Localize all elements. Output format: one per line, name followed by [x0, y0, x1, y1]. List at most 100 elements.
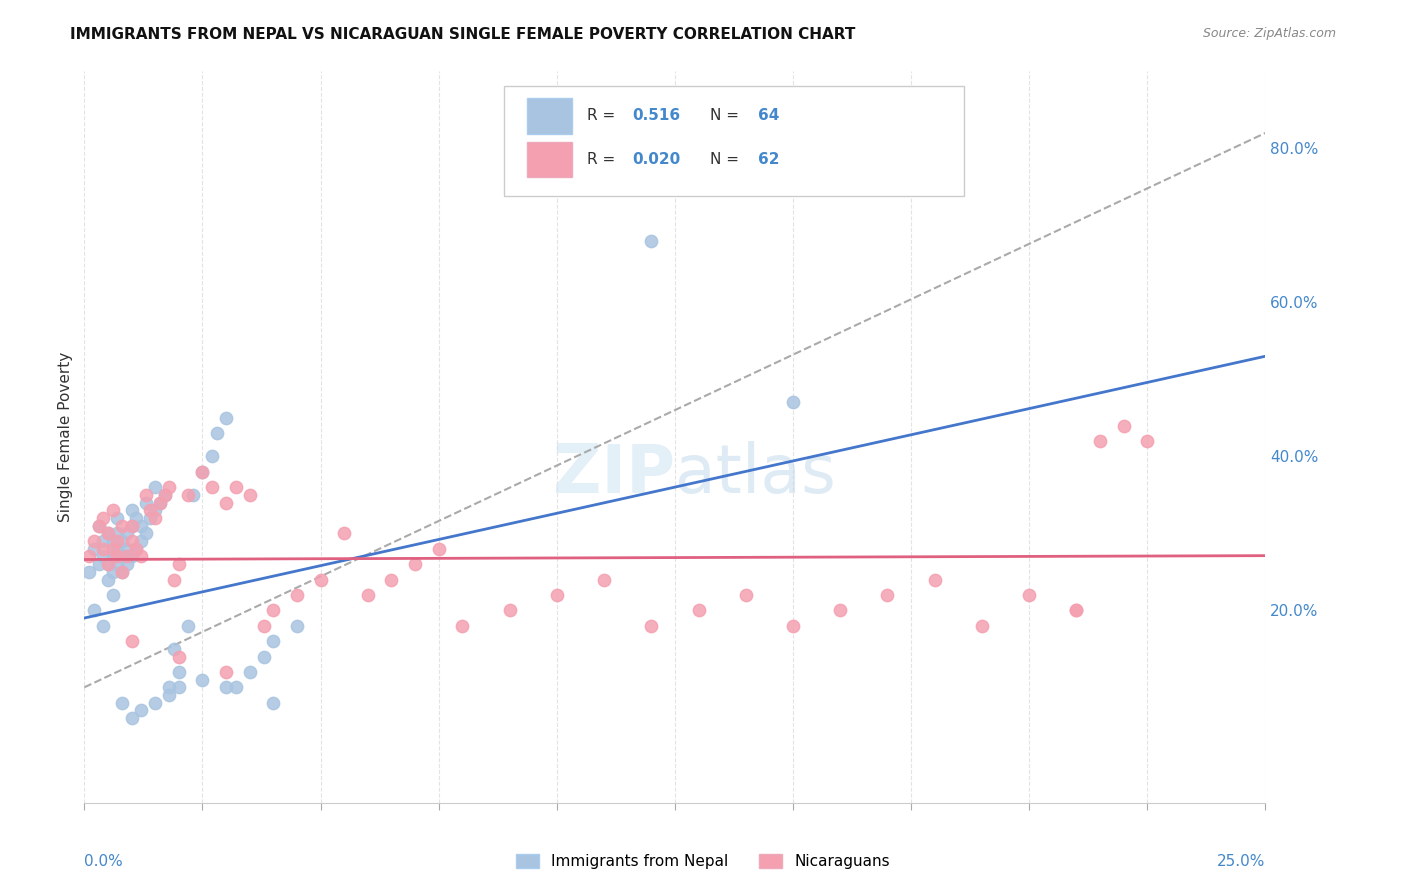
FancyBboxPatch shape: [527, 143, 572, 178]
Point: [153, 488, 176, 502]
Point: [970, 618, 993, 632]
Point: [107, 557, 129, 571]
Point: [191, 673, 214, 687]
Point: [87, 518, 110, 533]
Point: [135, 495, 157, 509]
Point: [97, 526, 120, 541]
Point: [191, 465, 214, 479]
Point: [215, 665, 238, 679]
Point: [262, 696, 284, 710]
Point: [782, 618, 804, 632]
Point: [107, 511, 129, 525]
Point: [129, 534, 152, 549]
Point: [77, 565, 100, 579]
Text: 0.020: 0.020: [633, 153, 681, 168]
Point: [191, 465, 214, 479]
Point: [205, 426, 228, 441]
Point: [101, 565, 124, 579]
Point: [91, 541, 114, 556]
Text: 62: 62: [758, 153, 779, 168]
Point: [101, 503, 124, 517]
Point: [830, 603, 852, 617]
Point: [782, 395, 804, 409]
Point: [129, 549, 152, 564]
Point: [111, 518, 134, 533]
Point: [167, 665, 190, 679]
Point: [87, 518, 110, 533]
Point: [157, 480, 180, 494]
Point: [181, 488, 204, 502]
Point: [143, 480, 166, 494]
Point: [101, 588, 124, 602]
Point: [111, 565, 134, 579]
Text: R =: R =: [588, 153, 620, 168]
Point: [253, 649, 276, 664]
Point: [876, 588, 898, 602]
Text: ZIP: ZIP: [553, 441, 675, 507]
Point: [924, 573, 946, 587]
FancyBboxPatch shape: [527, 98, 572, 134]
Point: [253, 618, 276, 632]
Point: [115, 526, 138, 541]
Point: [143, 511, 166, 525]
Point: [121, 518, 143, 533]
Point: [111, 549, 134, 564]
Point: [157, 681, 180, 695]
Point: [83, 541, 105, 556]
Point: [215, 410, 238, 425]
Point: [91, 618, 114, 632]
Point: [1112, 418, 1135, 433]
Point: [201, 480, 224, 494]
Point: [149, 495, 172, 509]
Point: [135, 526, 157, 541]
Point: [83, 534, 105, 549]
Point: [121, 711, 143, 725]
Point: [129, 703, 152, 717]
Point: [167, 649, 190, 664]
Text: N =: N =: [710, 153, 744, 168]
Point: [107, 526, 129, 541]
Point: [225, 480, 247, 494]
Point: [215, 495, 238, 509]
Point: [640, 234, 662, 248]
Text: 25.0%: 25.0%: [1218, 854, 1265, 869]
Point: [153, 488, 176, 502]
Point: [167, 681, 190, 695]
Point: [143, 503, 166, 517]
Point: [121, 534, 143, 549]
Point: [451, 618, 474, 632]
Text: 0.516: 0.516: [633, 109, 681, 123]
Legend: Immigrants from Nepal, Nicaraguans: Immigrants from Nepal, Nicaraguans: [510, 848, 896, 875]
Point: [139, 511, 162, 525]
Point: [111, 696, 134, 710]
Point: [143, 696, 166, 710]
Point: [91, 534, 114, 549]
Point: [163, 641, 186, 656]
Point: [121, 518, 143, 533]
Point: [87, 557, 110, 571]
Point: [115, 549, 138, 564]
Point: [239, 488, 262, 502]
Point: [125, 541, 148, 556]
Point: [97, 557, 120, 571]
Point: [135, 488, 157, 502]
Y-axis label: Single Female Poverty: Single Female Poverty: [58, 352, 73, 522]
Point: [101, 541, 124, 556]
Point: [115, 557, 138, 571]
Point: [121, 549, 143, 564]
Point: [121, 634, 143, 648]
Point: [125, 511, 148, 525]
Point: [404, 557, 426, 571]
Point: [97, 526, 120, 541]
Point: [91, 511, 114, 525]
Point: [121, 503, 143, 517]
Point: [357, 588, 380, 602]
Point: [115, 541, 138, 556]
Text: 0.0%: 0.0%: [84, 854, 124, 869]
Point: [83, 603, 105, 617]
Point: [593, 573, 616, 587]
Point: [201, 450, 224, 464]
Point: [111, 565, 134, 579]
Point: [546, 588, 568, 602]
Point: [129, 518, 152, 533]
